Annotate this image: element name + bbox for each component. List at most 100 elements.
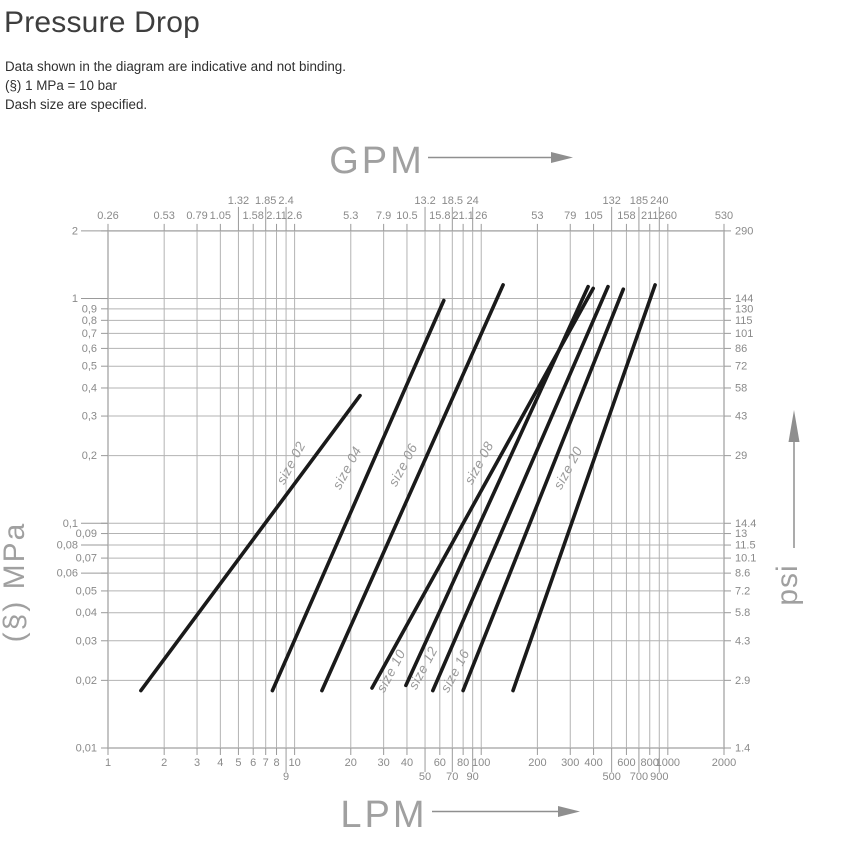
- mpa-tick-label: 0,1: [63, 518, 78, 530]
- gpm-tick-label: 1.32: [228, 195, 249, 207]
- curve-size-20: [511, 283, 657, 693]
- lpm-tick-label: 8: [273, 757, 279, 769]
- lpm-tick-label: 9: [283, 771, 289, 783]
- curve-label-size-02: size 02: [274, 439, 309, 487]
- mpa-tick-label: 0,2: [82, 450, 97, 462]
- gpm-tick-label: 105: [584, 210, 602, 222]
- lpm-tick-label: 6: [250, 757, 256, 769]
- psi-tick-label: 72: [735, 361, 747, 373]
- lpm-tick-label: 1: [105, 757, 111, 769]
- mpa-tick-label: 0,03: [76, 635, 97, 647]
- tick-labels: 0.26 1 0.53 2 0.79 3 1.05 4 1.32 5 1.58 6 1.85 7 2.11 8…: [57, 195, 757, 783]
- psi-tick-label: 144: [735, 293, 753, 305]
- lpm-axis-title: LPM: [340, 794, 427, 836]
- mpa-tick-label: 0,8: [82, 315, 97, 327]
- lpm-tick-label: 600: [617, 757, 635, 769]
- lpm-tick-label: 3: [194, 757, 200, 769]
- mpa-axis-title: (§) MPa: [0, 522, 31, 643]
- gpm-tick-label: 0.79: [186, 210, 207, 222]
- gpm-tick-label: 2.4: [278, 195, 293, 207]
- lpm-tick-label: 60: [434, 757, 446, 769]
- psi-tick-label: 4.3: [735, 635, 750, 647]
- note-line: Dash size are specified.: [5, 97, 148, 112]
- mpa-tick-label: 0,05: [76, 585, 97, 597]
- tick-marks: [81, 206, 731, 772]
- psi-tick-label: 130: [735, 303, 753, 315]
- pressure-curves: [139, 283, 657, 693]
- lpm-tick-label: 20: [345, 757, 357, 769]
- lpm-tick-label: 90: [467, 771, 479, 783]
- mpa-tick-label: 0,04: [76, 607, 97, 619]
- curve-size-10: [404, 284, 590, 688]
- lpm-arrow-icon: [558, 806, 580, 817]
- psi-tick-label: 7.2: [735, 585, 750, 597]
- lpm-tick-label: 500: [602, 771, 620, 783]
- gpm-tick-label: 79: [564, 210, 576, 222]
- axis-arrows: [428, 152, 800, 817]
- gpm-tick-label: 0.53: [153, 210, 174, 222]
- psi-tick-label: 1.4: [735, 743, 750, 755]
- gpm-tick-label: 530: [715, 210, 733, 222]
- psi-tick-label: 29: [735, 450, 747, 462]
- gpm-tick-label: 2.11: [266, 210, 287, 222]
- psi-tick-label: 58: [735, 382, 747, 394]
- gpm-tick-label: 15.8: [429, 210, 450, 222]
- note-line: Data shown in the diagram are indicative…: [5, 59, 346, 74]
- curve-size-04: [270, 298, 446, 693]
- mpa-tick-label: 0,5: [82, 361, 97, 373]
- mpa-tick-label: 0,09: [76, 528, 97, 540]
- gpm-tick-label: 211: [641, 210, 659, 222]
- notes-block: Data shown in the diagram are indicative…: [5, 57, 346, 114]
- gpm-tick-label: 1.58: [242, 210, 263, 222]
- psi-tick-label: 8.6: [735, 568, 750, 580]
- psi-tick-label: 43: [735, 411, 747, 423]
- mpa-tick-label: 0,07: [76, 553, 97, 565]
- lpm-tick-label: 40: [401, 757, 413, 769]
- gpm-arrow-icon: [551, 152, 573, 163]
- lpm-tick-label: 4: [217, 757, 223, 769]
- psi-tick-label: 115: [735, 315, 753, 327]
- mpa-tick-label: 0,6: [82, 343, 97, 355]
- gpm-tick-label: 1.85: [255, 195, 276, 207]
- psi-arrow-icon: [788, 410, 800, 442]
- mpa-tick-label: 0,3: [82, 411, 97, 423]
- lpm-tick-label: 2: [161, 757, 167, 769]
- gpm-tick-label: 5.3: [343, 210, 358, 222]
- lpm-tick-label: 5: [235, 757, 241, 769]
- mpa-tick-label: 1: [72, 293, 78, 305]
- psi-tick-label: 2.9: [735, 675, 750, 687]
- gpm-tick-label: 26: [475, 210, 487, 222]
- curve-size-02: [139, 393, 362, 693]
- lpm-tick-label: 700: [630, 771, 648, 783]
- lpm-tick-label: 1000: [656, 757, 680, 769]
- gpm-tick-label: 10.5: [396, 210, 417, 222]
- gpm-tick-label: 53: [531, 210, 543, 222]
- gpm-tick-label: 21.1: [452, 210, 473, 222]
- curve-label-size-10: size 10: [374, 647, 409, 695]
- curve-size-06: [320, 283, 505, 693]
- psi-tick-label: 86: [735, 343, 747, 355]
- lpm-tick-label: 200: [528, 757, 546, 769]
- psi-tick-label: 290: [735, 225, 753, 237]
- psi-tick-label: 5.8: [735, 607, 750, 619]
- lpm-tick-label: 7: [263, 757, 269, 769]
- mpa-tick-label: 0,01: [76, 743, 97, 755]
- gpm-tick-label: 260: [659, 210, 677, 222]
- lpm-tick-label: 400: [584, 757, 602, 769]
- lpm-tick-label: 10: [288, 757, 300, 769]
- mpa-tick-label: 0,4: [82, 382, 97, 394]
- gpm-tick-label: 1.05: [210, 210, 231, 222]
- curve-label-size-04: size 04: [330, 444, 365, 492]
- axis-titles: GPM LPM (§) MPa psi: [0, 140, 804, 836]
- psi-tick-label: 13: [735, 528, 747, 540]
- gpm-tick-label: 13.2: [414, 195, 435, 207]
- mpa-tick-label: 0,02: [76, 675, 97, 687]
- page-title: Pressure Drop: [4, 6, 201, 39]
- curve-size-16: [461, 287, 626, 693]
- gpm-axis-title: GPM: [329, 140, 425, 182]
- lpm-tick-label: 30: [378, 757, 390, 769]
- mpa-tick-label: 0,7: [82, 328, 97, 340]
- psi-tick-label: 14.4: [735, 518, 756, 530]
